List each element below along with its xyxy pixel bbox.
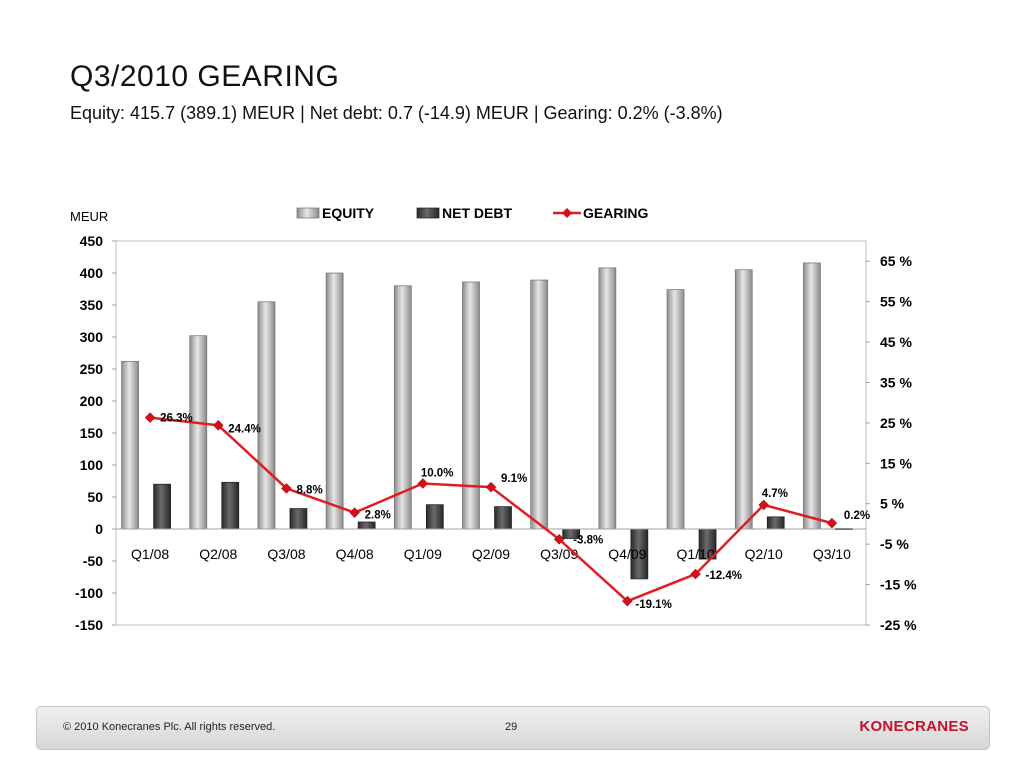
y-axis-label: MEUR: [70, 209, 108, 224]
gearing-point: [485, 481, 497, 493]
net-debt-bar: [289, 508, 308, 530]
gearing-data-label: 9.1%: [501, 473, 527, 485]
x-tick-label: Q2/08: [199, 546, 237, 562]
y-tick-label: 50: [87, 489, 103, 505]
equity-bar: [666, 289, 685, 530]
legend-swatch-equity: [296, 207, 320, 219]
slide-subtitle: Equity: 415.7 (389.1) MEUR | Net debt: 0…: [70, 103, 723, 123]
gearing-data-label: -19.1%: [635, 599, 671, 611]
y2-tick-label: -5 %: [880, 536, 909, 552]
legend-label-equity: EQUITY: [322, 205, 375, 221]
gearing-data-label: 8.8%: [296, 484, 322, 496]
equity-bar: [189, 335, 208, 530]
equity-bar: [734, 269, 753, 530]
equity-bar: [325, 272, 344, 530]
gearing-point: [144, 412, 156, 423]
gearing-point: [553, 533, 565, 545]
x-tick-label: Q1/08: [131, 546, 169, 562]
gearing-data-label: 10.0%: [421, 468, 454, 480]
gearing-data-label: 0.2%: [844, 510, 870, 522]
y2-tick-label: 45 %: [880, 334, 912, 350]
y-tick-label: 0: [95, 521, 103, 537]
gearing-data-label: -12.4%: [706, 570, 742, 582]
x-tick-label: Q3/09: [540, 546, 578, 562]
plot-area: 450 400 350 300 250 200 150 100 50 0 -50 -100 -150 65…: [75, 233, 917, 633]
x-tick-label: Q3/10: [813, 546, 851, 562]
gearing-point: [349, 507, 360, 518]
chart-legend: EQUITY NET DEBT GEARING: [296, 205, 648, 221]
copyright-text: © 2010 Konecranes Plc. All rights reserv…: [63, 721, 276, 733]
gearing-point: [826, 517, 838, 529]
y-tick-label: -150: [75, 617, 103, 633]
slide-title: Q3/2010 GEARING: [70, 60, 340, 93]
net-debt-bar: [221, 481, 240, 530]
gearing-point: [758, 499, 770, 511]
x-tick-label: Q1/09: [404, 546, 442, 562]
y2-tick-label: 35 %: [880, 374, 912, 390]
net-debt-bar: [766, 516, 785, 530]
gearing-data-label: 4.7%: [762, 488, 788, 500]
y2-tick-label: 55 %: [880, 294, 912, 310]
gearing-data-label: 24.4%: [228, 423, 261, 435]
y-tick-label: 150: [80, 425, 104, 441]
gearing-data-label: 2.8%: [365, 510, 391, 522]
x-tick-label: Q4/09: [608, 546, 646, 562]
gearing-point: [417, 478, 429, 489]
equity-bar: [598, 267, 617, 530]
equity-bar: [530, 279, 549, 530]
y2-tick-label: 5 %: [880, 496, 905, 512]
equity-bar: [121, 360, 139, 530]
y-tick-label: 200: [80, 393, 104, 409]
gearing-point: [690, 568, 701, 580]
x-tick-label: Q1/10: [676, 546, 714, 562]
gearing-point: [212, 419, 224, 431]
y2-tick-label: 65 %: [880, 253, 912, 269]
y-tick-label: 400: [80, 265, 104, 281]
footer-bar: © 2010 Konecranes Plc. All rights reserv…: [36, 706, 990, 750]
y-tick-label: 300: [80, 329, 104, 345]
equity-bar: [803, 262, 821, 530]
legend-swatch-net-debt: [416, 207, 440, 219]
x-tick-label: Q2/10: [745, 546, 783, 562]
y-tick-label: 450: [80, 233, 104, 249]
y-tick-label: 350: [80, 297, 104, 313]
legend-marker-gearing: [562, 208, 572, 218]
page-number: 29: [505, 721, 518, 733]
gearing-point: [622, 595, 633, 607]
konecranes-logo: KONECRANES: [859, 718, 969, 735]
gearing-chart: MEUR EQUITY NET DEBT GEARING 450 400 350 300 2…: [70, 205, 917, 633]
y-tick-label: -100: [75, 585, 103, 601]
net-debt-bar: [425, 504, 444, 530]
net-debt-bar: [153, 483, 171, 530]
legend-label-net-debt: NET DEBT: [442, 205, 512, 221]
x-tick-label: Q2/09: [472, 546, 510, 562]
y2-tick-label: 15 %: [880, 455, 912, 471]
equity-bar: [257, 301, 276, 530]
net-debt-bar: [494, 506, 512, 530]
y2-tick-label: -15 %: [880, 577, 917, 593]
gearing-data-label: 26.3%: [160, 413, 193, 425]
x-tick-label: Q3/08: [267, 546, 305, 562]
gearing-data-label: -3.8%: [573, 534, 603, 546]
y-tick-label: 100: [80, 457, 104, 473]
y-tick-label: 250: [80, 361, 104, 377]
gearing-point: [281, 483, 292, 494]
net-debt-bar: [357, 521, 376, 530]
y-tick-label: -50: [83, 553, 103, 569]
y2-tick-label: 25 %: [880, 415, 912, 431]
equity-bar: [462, 281, 480, 530]
legend-label-gearing: GEARING: [583, 205, 648, 221]
x-tick-label: Q4/08: [336, 546, 374, 562]
y2-tick-label: -25 %: [880, 617, 917, 633]
